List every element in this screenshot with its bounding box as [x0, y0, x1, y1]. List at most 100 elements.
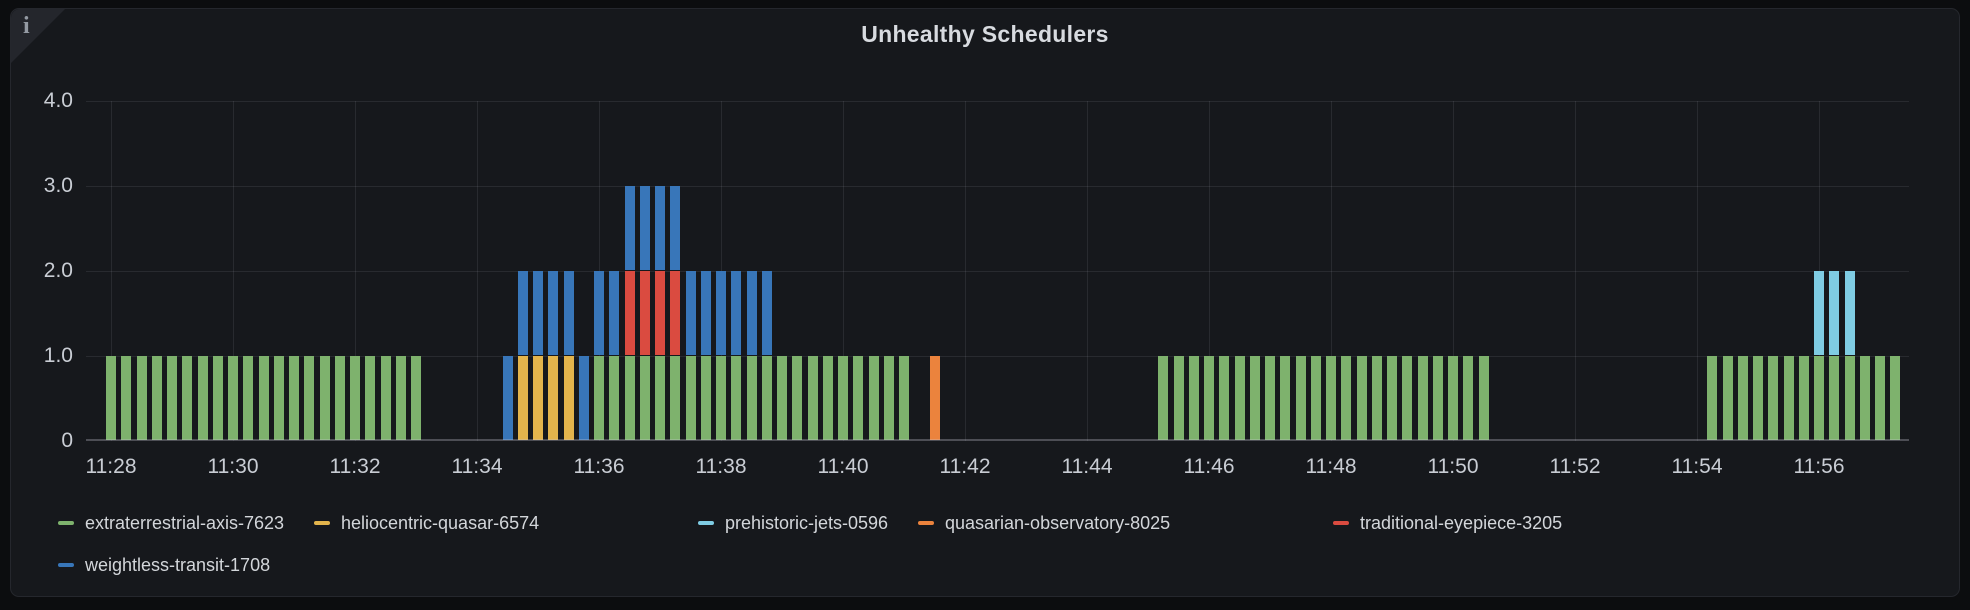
bar-extraterrestrial-axis-7623 [365, 356, 376, 440]
bar-extraterrestrial-axis-7623 [1265, 356, 1275, 440]
bar-extraterrestrial-axis-7623 [1387, 356, 1397, 440]
info-icon: i [23, 13, 30, 39]
bar-extraterrestrial-axis-7623 [167, 356, 177, 440]
y-tick-label-4.0: 4.0 [43, 89, 73, 112]
bar-traditional-eyepiece-3205 [670, 271, 681, 355]
legend-color-dash [698, 521, 714, 525]
bar-extraterrestrial-axis-7623 [685, 356, 696, 440]
x-tick-label-11:54: 11:54 [1671, 455, 1723, 478]
bar-weightless-transit-1708 [639, 186, 650, 270]
bar-heliocentric-quasar-6574 [548, 356, 559, 440]
bar-extraterrestrial-axis-7623 [746, 356, 757, 440]
gridline-vertical-11:50 [1453, 101, 1454, 441]
y-tick-label-1.0: 1.0 [43, 344, 73, 367]
bar-extraterrestrial-axis-7623 [716, 356, 726, 440]
x-tick-label-11:28: 11:28 [85, 455, 137, 478]
legend-item-extraterrestrial-axis-7623[interactable]: extraterrestrial-axis-7623 [58, 510, 284, 536]
bar-weightless-transit-1708 [548, 271, 559, 355]
bar-extraterrestrial-axis-7623 [350, 356, 360, 440]
legend-label: extraterrestrial-axis-7623 [85, 512, 285, 533]
bar-extraterrestrial-axis-7623 [853, 356, 864, 440]
panel-info-corner[interactable]: i [11, 9, 65, 63]
bar-extraterrestrial-axis-7623 [1768, 356, 1779, 440]
bar-prehistoric-jets-0596 [1844, 271, 1855, 355]
bar-extraterrestrial-axis-7623 [1432, 356, 1443, 440]
legend-color-dash [58, 521, 74, 525]
x-tick-label-11:38: 11:38 [695, 455, 747, 478]
bar-extraterrestrial-axis-7623 [243, 356, 254, 440]
gridline-vertical-11:42 [965, 101, 966, 441]
legend-label: prehistoric-jets-0596 [725, 512, 889, 533]
bar-extraterrestrial-axis-7623 [700, 356, 711, 440]
bar-weightless-transit-1708 [624, 186, 635, 270]
y-tick-label-0: 0 [61, 429, 73, 452]
gridline-vertical-11:48 [1331, 101, 1332, 441]
gridline-horizontal-3 [86, 186, 1909, 187]
x-tick-label-11:46: 11:46 [1183, 455, 1235, 478]
bar-extraterrestrial-axis-7623 [1875, 356, 1885, 440]
bar-extraterrestrial-axis-7623 [1722, 356, 1733, 440]
x-tick-label-11:40: 11:40 [817, 455, 869, 478]
gridline-vertical-11:46 [1209, 101, 1210, 441]
bar-extraterrestrial-axis-7623 [334, 356, 345, 440]
bar-extraterrestrial-axis-7623 [411, 356, 421, 440]
bar-weightless-transit-1708 [731, 271, 742, 355]
legend-color-dash [58, 563, 74, 567]
bar-heliocentric-quasar-6574 [563, 356, 574, 440]
legend-label: traditional-eyepiece-3205 [1360, 512, 1563, 533]
bar-extraterrestrial-axis-7623 [609, 356, 620, 440]
bar-extraterrestrial-axis-7623 [289, 356, 299, 440]
x-tick-label-11:32: 11:32 [329, 455, 381, 478]
bar-extraterrestrial-axis-7623 [761, 356, 772, 440]
legend-item-heliocentric-quasar-6574[interactable]: heliocentric-quasar-6574 [314, 510, 539, 536]
bar-weightless-transit-1708 [670, 186, 681, 270]
bar-extraterrestrial-axis-7623 [1341, 356, 1352, 440]
bar-extraterrestrial-axis-7623 [639, 356, 650, 440]
bar-weightless-transit-1708 [685, 271, 696, 355]
bar-extraterrestrial-axis-7623 [1448, 356, 1458, 440]
bar-extraterrestrial-axis-7623 [1158, 356, 1169, 440]
bar-extraterrestrial-axis-7623 [792, 356, 803, 440]
legend-label: heliocentric-quasar-6574 [341, 512, 540, 533]
legend-label: quasarian-observatory-8025 [945, 512, 1171, 533]
bar-extraterrestrial-axis-7623 [1783, 356, 1794, 440]
bar-extraterrestrial-axis-7623 [380, 356, 391, 440]
legend-item-quasarian-observatory-8025[interactable]: quasarian-observatory-8025 [918, 510, 1170, 536]
gridline-vertical-11:28 [111, 101, 112, 441]
bar-weightless-transit-1708 [517, 271, 528, 355]
gridline-vertical-11:34 [477, 101, 478, 441]
bar-traditional-eyepiece-3205 [655, 271, 665, 355]
bar-extraterrestrial-axis-7623 [212, 356, 223, 440]
gridline-vertical-11:52 [1575, 101, 1576, 441]
x-axis-baseline [86, 439, 1909, 441]
bar-extraterrestrial-axis-7623 [182, 356, 193, 440]
bar-extraterrestrial-axis-7623 [1234, 356, 1245, 440]
bar-extraterrestrial-axis-7623 [1844, 356, 1855, 440]
chart-plot-area [86, 101, 1909, 441]
bar-extraterrestrial-axis-7623 [1737, 356, 1748, 440]
bar-weightless-transit-1708 [578, 356, 589, 440]
panel-title[interactable]: Unhealthy Schedulers [861, 21, 1109, 47]
gridline-horizontal-1 [86, 356, 1909, 357]
bar-extraterrestrial-axis-7623 [1356, 356, 1367, 440]
bar-heliocentric-quasar-6574 [533, 356, 543, 440]
gridline-vertical-11:54 [1697, 101, 1698, 441]
bar-weightless-transit-1708 [716, 271, 726, 355]
x-tick-label-11:56: 11:56 [1793, 455, 1845, 478]
bar-extraterrestrial-axis-7623 [1829, 356, 1840, 440]
bar-extraterrestrial-axis-7623 [624, 356, 635, 440]
legend-item-weightless-transit-1708[interactable]: weightless-transit-1708 [58, 552, 270, 578]
bar-extraterrestrial-axis-7623 [670, 356, 681, 440]
bar-extraterrestrial-axis-7623 [273, 356, 284, 440]
x-axis-labels: 11:28 11:30 11:32 11:34 11:36 11:38 11:40 11:42… [86, 455, 1909, 485]
legend-item-traditional-eyepiece-3205[interactable]: traditional-eyepiece-3205 [1333, 510, 1562, 536]
x-tick-label-11:44: 11:44 [1061, 455, 1113, 478]
bar-extraterrestrial-axis-7623 [1402, 356, 1413, 440]
legend-label: weightless-transit-1708 [85, 554, 271, 575]
bar-extraterrestrial-axis-7623 [1417, 356, 1428, 440]
x-tick-label-11:48: 11:48 [1305, 455, 1357, 478]
gridline-vertical-11:32 [355, 101, 356, 441]
legend-item-prehistoric-jets-0596[interactable]: prehistoric-jets-0596 [698, 510, 888, 536]
bar-extraterrestrial-axis-7623 [1707, 356, 1718, 440]
